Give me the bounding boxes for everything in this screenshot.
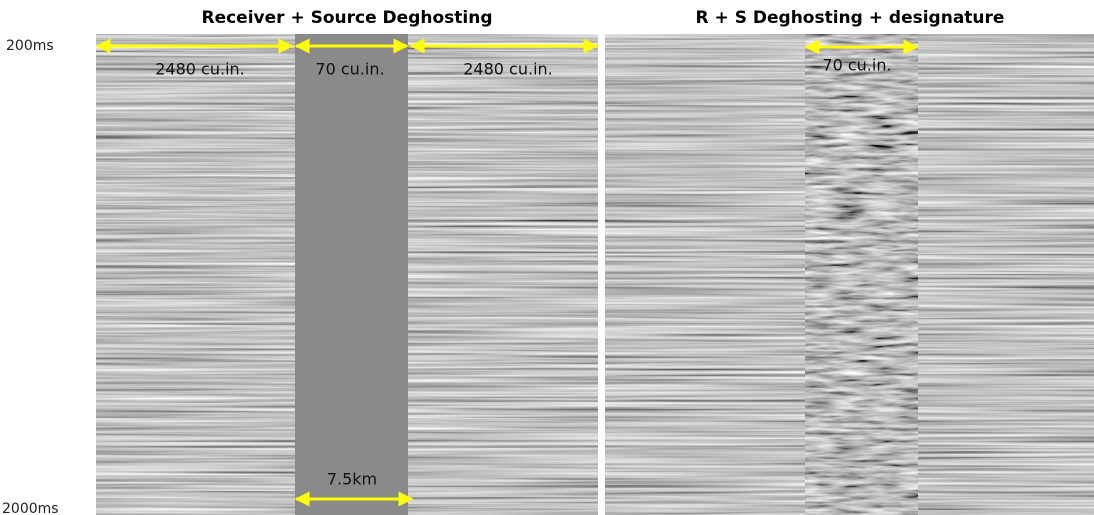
panel-title: R + S Deghosting + designature: [696, 8, 1005, 28]
seismic-section-low: [295, 34, 408, 515]
arrows: [95, 38, 919, 507]
annotation: 70 cu.in.: [315, 60, 384, 79]
panel-title: Receiver + Source Deghosting: [201, 8, 492, 28]
seismic-section-noisy: [805, 34, 918, 515]
time-label: 200ms: [6, 38, 54, 54]
annotation: 2480 cu.in.: [463, 60, 553, 79]
annotation: 70 cu.in.: [822, 56, 891, 75]
annotation: 2480 cu.in.: [155, 60, 245, 79]
time-label: 2000ms: [2, 501, 59, 515]
scale-label: 7.5km: [327, 470, 377, 489]
